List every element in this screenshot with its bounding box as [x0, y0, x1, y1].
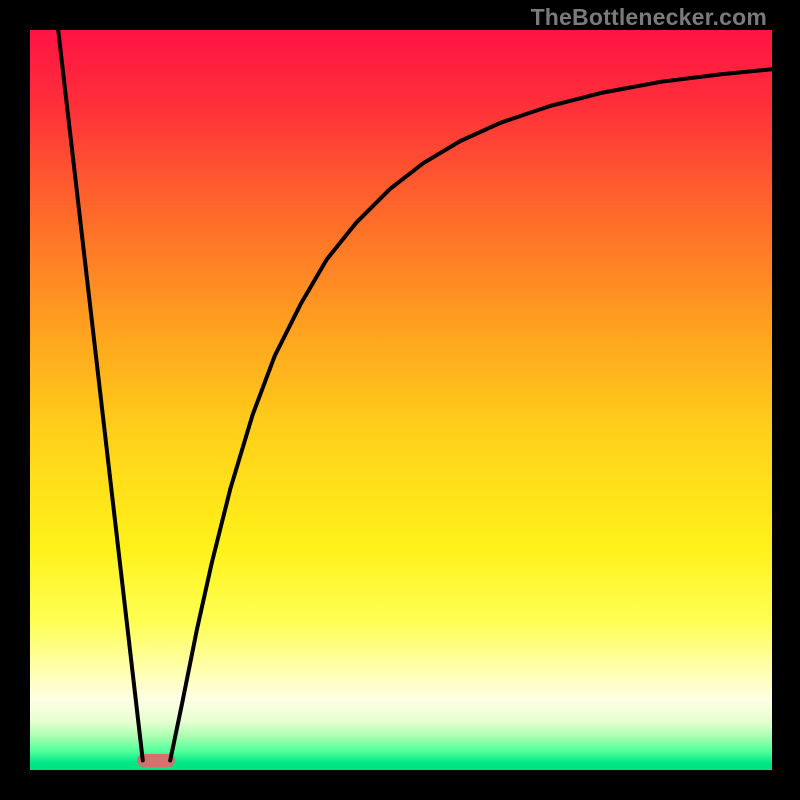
right-ascending-curve: [170, 69, 772, 760]
watermark-text: TheBottlenecker.com: [531, 4, 767, 31]
plot-area: [30, 30, 772, 770]
chart-frame: TheBottlenecker.com: [0, 0, 800, 800]
curves-layer: [30, 30, 772, 770]
left-descending-line: [58, 30, 143, 760]
